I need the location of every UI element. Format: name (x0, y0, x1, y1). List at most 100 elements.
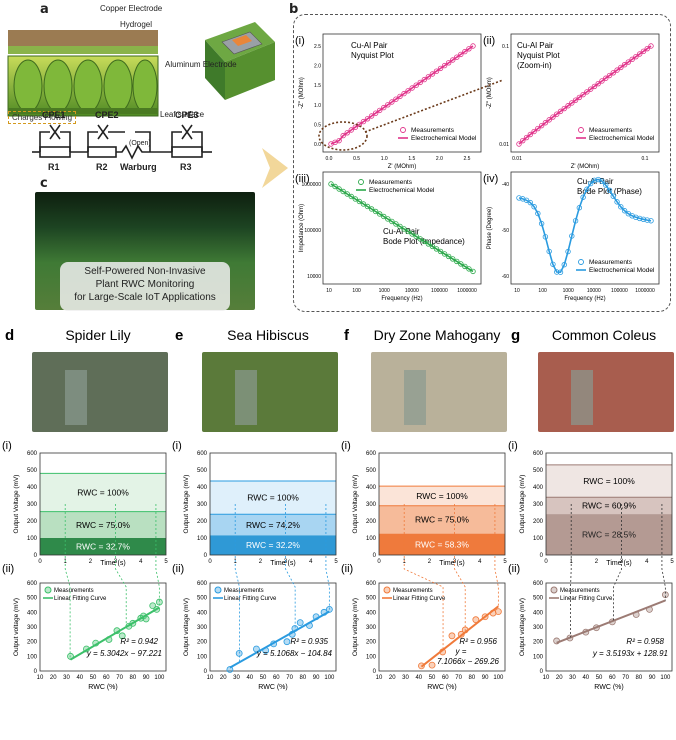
zoom-link (364, 79, 504, 133)
x-tick-label: 20 (556, 675, 563, 681)
measurement-marker (584, 89, 590, 95)
x-tick-label: 0.01 (512, 156, 522, 162)
y-tick-label: 200 (366, 640, 377, 646)
x-axis-label: Frequency (Hz) (381, 296, 422, 302)
x-axis-label: RWC (%) (594, 684, 623, 691)
measurement-marker (550, 114, 556, 120)
y-tick-label: 600 (366, 451, 377, 457)
legend-measurements: Measurements (369, 179, 413, 186)
measurement-marker (425, 241, 432, 247)
measurement-marker (603, 182, 609, 188)
legend-model: Electrochemical Model (589, 135, 655, 142)
measurement-marker (462, 263, 468, 270)
x-tick-label: 50 (596, 675, 603, 681)
x-tick-label: 100 (660, 675, 671, 681)
y-tick-label: 400 (27, 485, 38, 491)
y-tick-label: 2.5 (314, 44, 321, 50)
measurement-marker (603, 75, 609, 81)
x-tick-label: 80 (635, 675, 642, 681)
caption-line-3: for Large-Scale IoT Applications (74, 292, 216, 303)
legend-marker (358, 179, 364, 185)
x-axis-label: Time (s) (270, 560, 295, 567)
subplot-title: (Zoom-in) (517, 61, 552, 70)
y-tick-label: 600 (533, 451, 544, 457)
band-rwc-low (210, 535, 336, 555)
measurement-marker (531, 204, 537, 210)
panel-c-letter: c (40, 176, 48, 191)
subplot-title: Nyquist Plot (351, 51, 394, 60)
x-axis-label: RWC (%) (427, 684, 456, 691)
x-tick-label: 40 (76, 675, 83, 681)
x-tick-label: 30 (402, 675, 409, 681)
plant-panel-e: e Sea Hibiscus (i) RWC = 100% RWC = 74.2% RWC… (172, 327, 338, 691)
measurement-marker (393, 96, 399, 102)
y-tick-label: 500 (366, 596, 377, 602)
measurement-marker (462, 48, 468, 55)
sub-i-label: (i) (2, 440, 12, 452)
rwc-label-high: RWC = 100% (77, 488, 129, 498)
plant-photo (32, 352, 168, 432)
subplot-id: (i) (295, 35, 305, 47)
measurement-point (129, 619, 137, 627)
measurement-marker (561, 105, 567, 112)
x-tick-label: 1000000 (635, 288, 655, 294)
rwc-label-low: RWC = 32.7% (76, 542, 130, 552)
sensor-in-photo (65, 370, 87, 425)
measurement-marker (340, 132, 346, 139)
measurement-marker (621, 208, 628, 214)
measurement-marker (433, 68, 440, 74)
measurement-marker (531, 128, 537, 135)
plant-panel-d: d Spider Lily (i) RWC = 100% RWC = 75.0% RWC … (2, 327, 168, 691)
x-tick-label: 1.0 (381, 156, 388, 162)
rwc-connector (403, 504, 444, 650)
measurement-point (283, 638, 291, 646)
measurement-point (105, 636, 113, 643)
field-photo-caption: Self-Powered Non-Invasive Plant RWC Moni… (60, 262, 230, 311)
panel-letter: d (5, 327, 14, 344)
x-tick-label: 80 (299, 675, 306, 681)
panel-letter: g (511, 327, 520, 344)
y-tick-label: 600 (366, 581, 377, 587)
r2-label: R2 (96, 162, 108, 172)
r-squared: R² = 0.956 (459, 637, 497, 646)
y-tick-label: 200 (27, 519, 38, 525)
warburg-label: Warburg (120, 162, 157, 172)
measurement-marker (580, 194, 586, 200)
r1-label: R1 (48, 162, 60, 172)
measurement-marker (454, 54, 460, 60)
measurement-marker (644, 217, 650, 223)
measurement-marker (554, 269, 560, 275)
measurement-marker (360, 201, 367, 207)
measurement-marker (636, 215, 643, 222)
x-tick-label: 90 (482, 675, 489, 681)
x-tick-label: 60 (609, 675, 616, 681)
x-axis-label: Frequency (Hz) (564, 296, 605, 302)
legend-fit: Linear Fitting Curve (393, 596, 446, 602)
y-tick-label: 0 (204, 553, 208, 559)
subplot-frame (322, 33, 482, 153)
measurement-marker (429, 243, 436, 250)
measurement-marker (409, 231, 415, 237)
legend-fit: Linear Fitting Curve (560, 596, 613, 602)
y-tick-label: 300 (27, 625, 38, 631)
legend-marker (400, 127, 406, 133)
y-tick-label: 400 (366, 485, 377, 491)
rwc-connector (115, 504, 127, 627)
y-tick-label: 200 (27, 640, 38, 646)
measurement-marker (368, 206, 375, 212)
y-tick-label: 100000 (304, 228, 321, 234)
x-axis-label: Time (s) (439, 560, 464, 567)
y-tick-label: 10000 (307, 274, 321, 280)
sub-ii-label: (ii) (508, 563, 520, 575)
x-tick-label: 100 (538, 288, 547, 294)
rwc-label-low: RWC = 28.5% (582, 530, 636, 540)
band-rwc-low (546, 514, 672, 555)
measurement-marker (591, 177, 598, 184)
measurement-marker (520, 137, 526, 144)
flow-arrow (262, 148, 288, 188)
measurement-marker (360, 118, 367, 125)
measurement-marker (470, 268, 476, 275)
measurement-point (646, 605, 653, 613)
subplot-frame (510, 171, 660, 285)
subplot-title: Nyquist Plot (517, 51, 560, 60)
